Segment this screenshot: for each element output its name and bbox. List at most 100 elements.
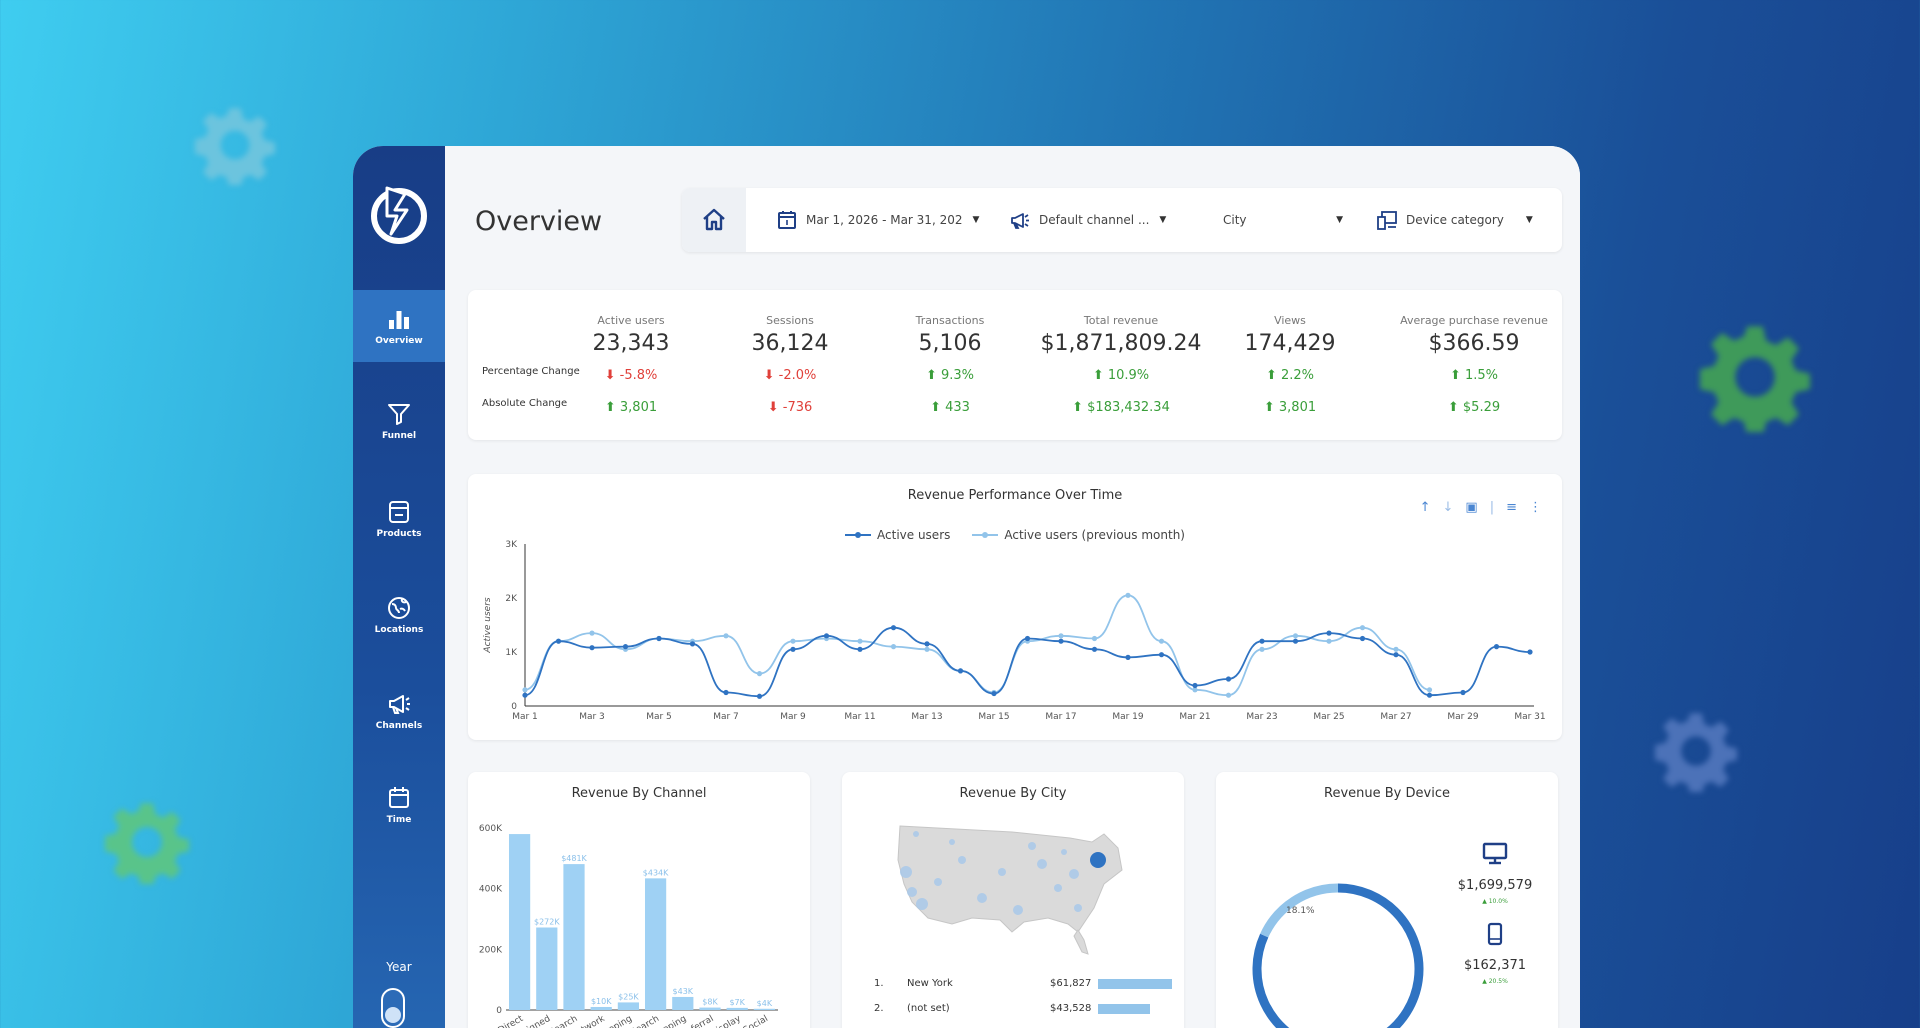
data-point <box>1192 682 1198 689</box>
revenue-by-city-card: Revenue By City 1. New York $61,827 2. (not … <box>842 772 1184 1028</box>
us-map-shape <box>897 825 1123 933</box>
legend-label: Active users <box>877 528 951 542</box>
home-icon <box>703 208 725 231</box>
data-point <box>1192 687 1198 693</box>
more-options-icon[interactable]: ⋮ <box>1529 500 1542 515</box>
sort-ascending-icon[interactable]: ↑ <box>1419 500 1431 515</box>
series-line-2 <box>524 594 1430 697</box>
year-label: Year <box>386 960 412 974</box>
bar <box>508 834 531 1010</box>
data-point <box>589 630 595 636</box>
chart-title: Revenue Performance Over Time <box>907 488 1123 503</box>
chevron-down-icon: ▼ <box>1336 215 1343 225</box>
sidebar-item-products[interactable]: Products <box>353 484 445 554</box>
x-tick-label: Mar 25 <box>1313 712 1344 722</box>
bar-chart-plot: 0200K400K600KDirect$272KUnassigned$481KO… <box>479 824 778 1028</box>
data-point <box>1091 635 1098 642</box>
data-point <box>522 692 528 698</box>
x-tick-label: Mar 19 <box>1112 712 1144 722</box>
sidebar-item-label: Locations <box>374 625 424 635</box>
x-tick-label: Mar 21 <box>1179 712 1210 722</box>
bar-data-label: $8K <box>702 998 718 1007</box>
x-tick-label: Mar 15 <box>978 712 1009 722</box>
data-point <box>756 671 763 677</box>
data-point <box>689 641 696 647</box>
data-point <box>1359 635 1366 642</box>
sidebar-item-time[interactable]: Time <box>353 770 445 840</box>
dashboard-window: Overview Funnel Products Locations Chann… <box>353 146 1580 1028</box>
kpi-percentage-change: ⬇ -2.0% <box>763 368 817 383</box>
city-bubbles <box>900 831 1082 915</box>
funnel-icon <box>388 404 410 425</box>
mobile-revenue: $162,371 <box>1463 958 1527 973</box>
date-range-filter[interactable]: Mar 1, 2026 - Mar 31, 202 ▼ <box>776 188 979 252</box>
desktop-revenue: $1,699,579 <box>1457 878 1533 893</box>
x-tick-label: Mar 7 <box>713 712 739 722</box>
channel-filter[interactable]: Default channel ... ▼ <box>1009 188 1166 252</box>
data-point <box>890 644 897 650</box>
year-toggle[interactable] <box>381 988 405 1028</box>
chart-explore-icon[interactable]: ▣ <box>1465 500 1478 515</box>
device-filter[interactable]: Device category ▼ <box>1376 188 1533 252</box>
bar-data-label: $434K <box>643 868 669 877</box>
x-tick-label: Mar 29 <box>1447 712 1479 722</box>
home-button[interactable] <box>682 188 746 252</box>
gear-decoration-icon <box>1655 710 1737 792</box>
data-point <box>1426 692 1433 698</box>
kpi-label: Active users <box>597 314 665 327</box>
data-point <box>1359 625 1366 631</box>
data-point <box>1326 638 1332 644</box>
page-title: Overview <box>475 206 603 237</box>
kpi-transactions: Transactions 5,106 <box>860 314 1040 356</box>
channel-filter-value: Default channel ... <box>1039 213 1150 227</box>
city-revenue-bar <box>1098 979 1172 989</box>
box-icon <box>389 501 409 523</box>
x-tick-label: Mar 27 <box>1380 712 1411 722</box>
y-tick-label: 0 <box>496 1006 502 1016</box>
bar-chart-icon <box>389 311 409 329</box>
data-point <box>1259 646 1265 652</box>
sort-descending-icon[interactable]: ↓ <box>1442 500 1454 515</box>
sidebar-item-locations[interactable]: Locations <box>353 580 445 650</box>
bar-data-label: $43K <box>673 987 694 996</box>
y-tick-label: 2K <box>505 594 518 604</box>
city-filter-value: City <box>1223 213 1247 227</box>
data-point <box>1125 654 1131 660</box>
sidebar-item-funnel[interactable]: Funnel <box>353 386 445 456</box>
data-point <box>622 644 629 650</box>
bar <box>699 1007 721 1010</box>
chart-toolbar: ↑ ↓ ▣ | ≡ ⋮ <box>1420 500 1542 515</box>
kpi-percentage-change: ⬇ -5.8% <box>604 368 658 383</box>
florida-shape <box>1073 929 1089 955</box>
sidebar-item-overview[interactable]: Overview <box>353 290 445 362</box>
data-point <box>790 638 796 644</box>
data-point <box>1225 676 1232 682</box>
kpi-value: $1,871,809.24 <box>1040 331 1202 356</box>
kpi-views: Views 174,429 <box>1200 314 1380 356</box>
bar <box>753 1008 776 1010</box>
bar-data-label: $10K <box>591 997 612 1006</box>
y-tick-label: 200K <box>479 945 503 955</box>
city-rank: 1. <box>874 978 884 989</box>
x-tick-label: Mar 31 <box>1514 712 1545 722</box>
kpi-value: 36,124 <box>751 331 829 356</box>
filter-icon[interactable]: ≡ <box>1506 500 1517 515</box>
kpi-total-revenue: Total revenue $1,871,809.24 <box>1031 314 1211 356</box>
bar <box>563 864 585 1010</box>
data-point <box>589 645 595 651</box>
toolbar-divider: | <box>1489 500 1495 515</box>
city-filter[interactable]: City ▼ <box>1223 188 1343 252</box>
sidebar-item-label: Funnel <box>381 431 417 441</box>
sidebar-item-channels[interactable]: Channels <box>353 676 445 746</box>
data-point <box>723 689 729 696</box>
desktop-change: ▲ 10.0% <box>1482 898 1508 905</box>
bar <box>617 1002 640 1010</box>
new-york-bubble <box>1090 852 1106 868</box>
chevron-down-icon: ▼ <box>1525 215 1533 225</box>
calendar-icon <box>389 787 409 808</box>
y-axis-label: Active users <box>483 597 493 653</box>
line-chart-plot: 0 1K 2K 3K Active users Mar 1 Mar 3 Mar 5 Mar 7 M… <box>483 540 1546 722</box>
data-point <box>1393 652 1399 658</box>
chart-title: Revenue By City <box>959 786 1067 801</box>
device-icon <box>1377 211 1397 230</box>
